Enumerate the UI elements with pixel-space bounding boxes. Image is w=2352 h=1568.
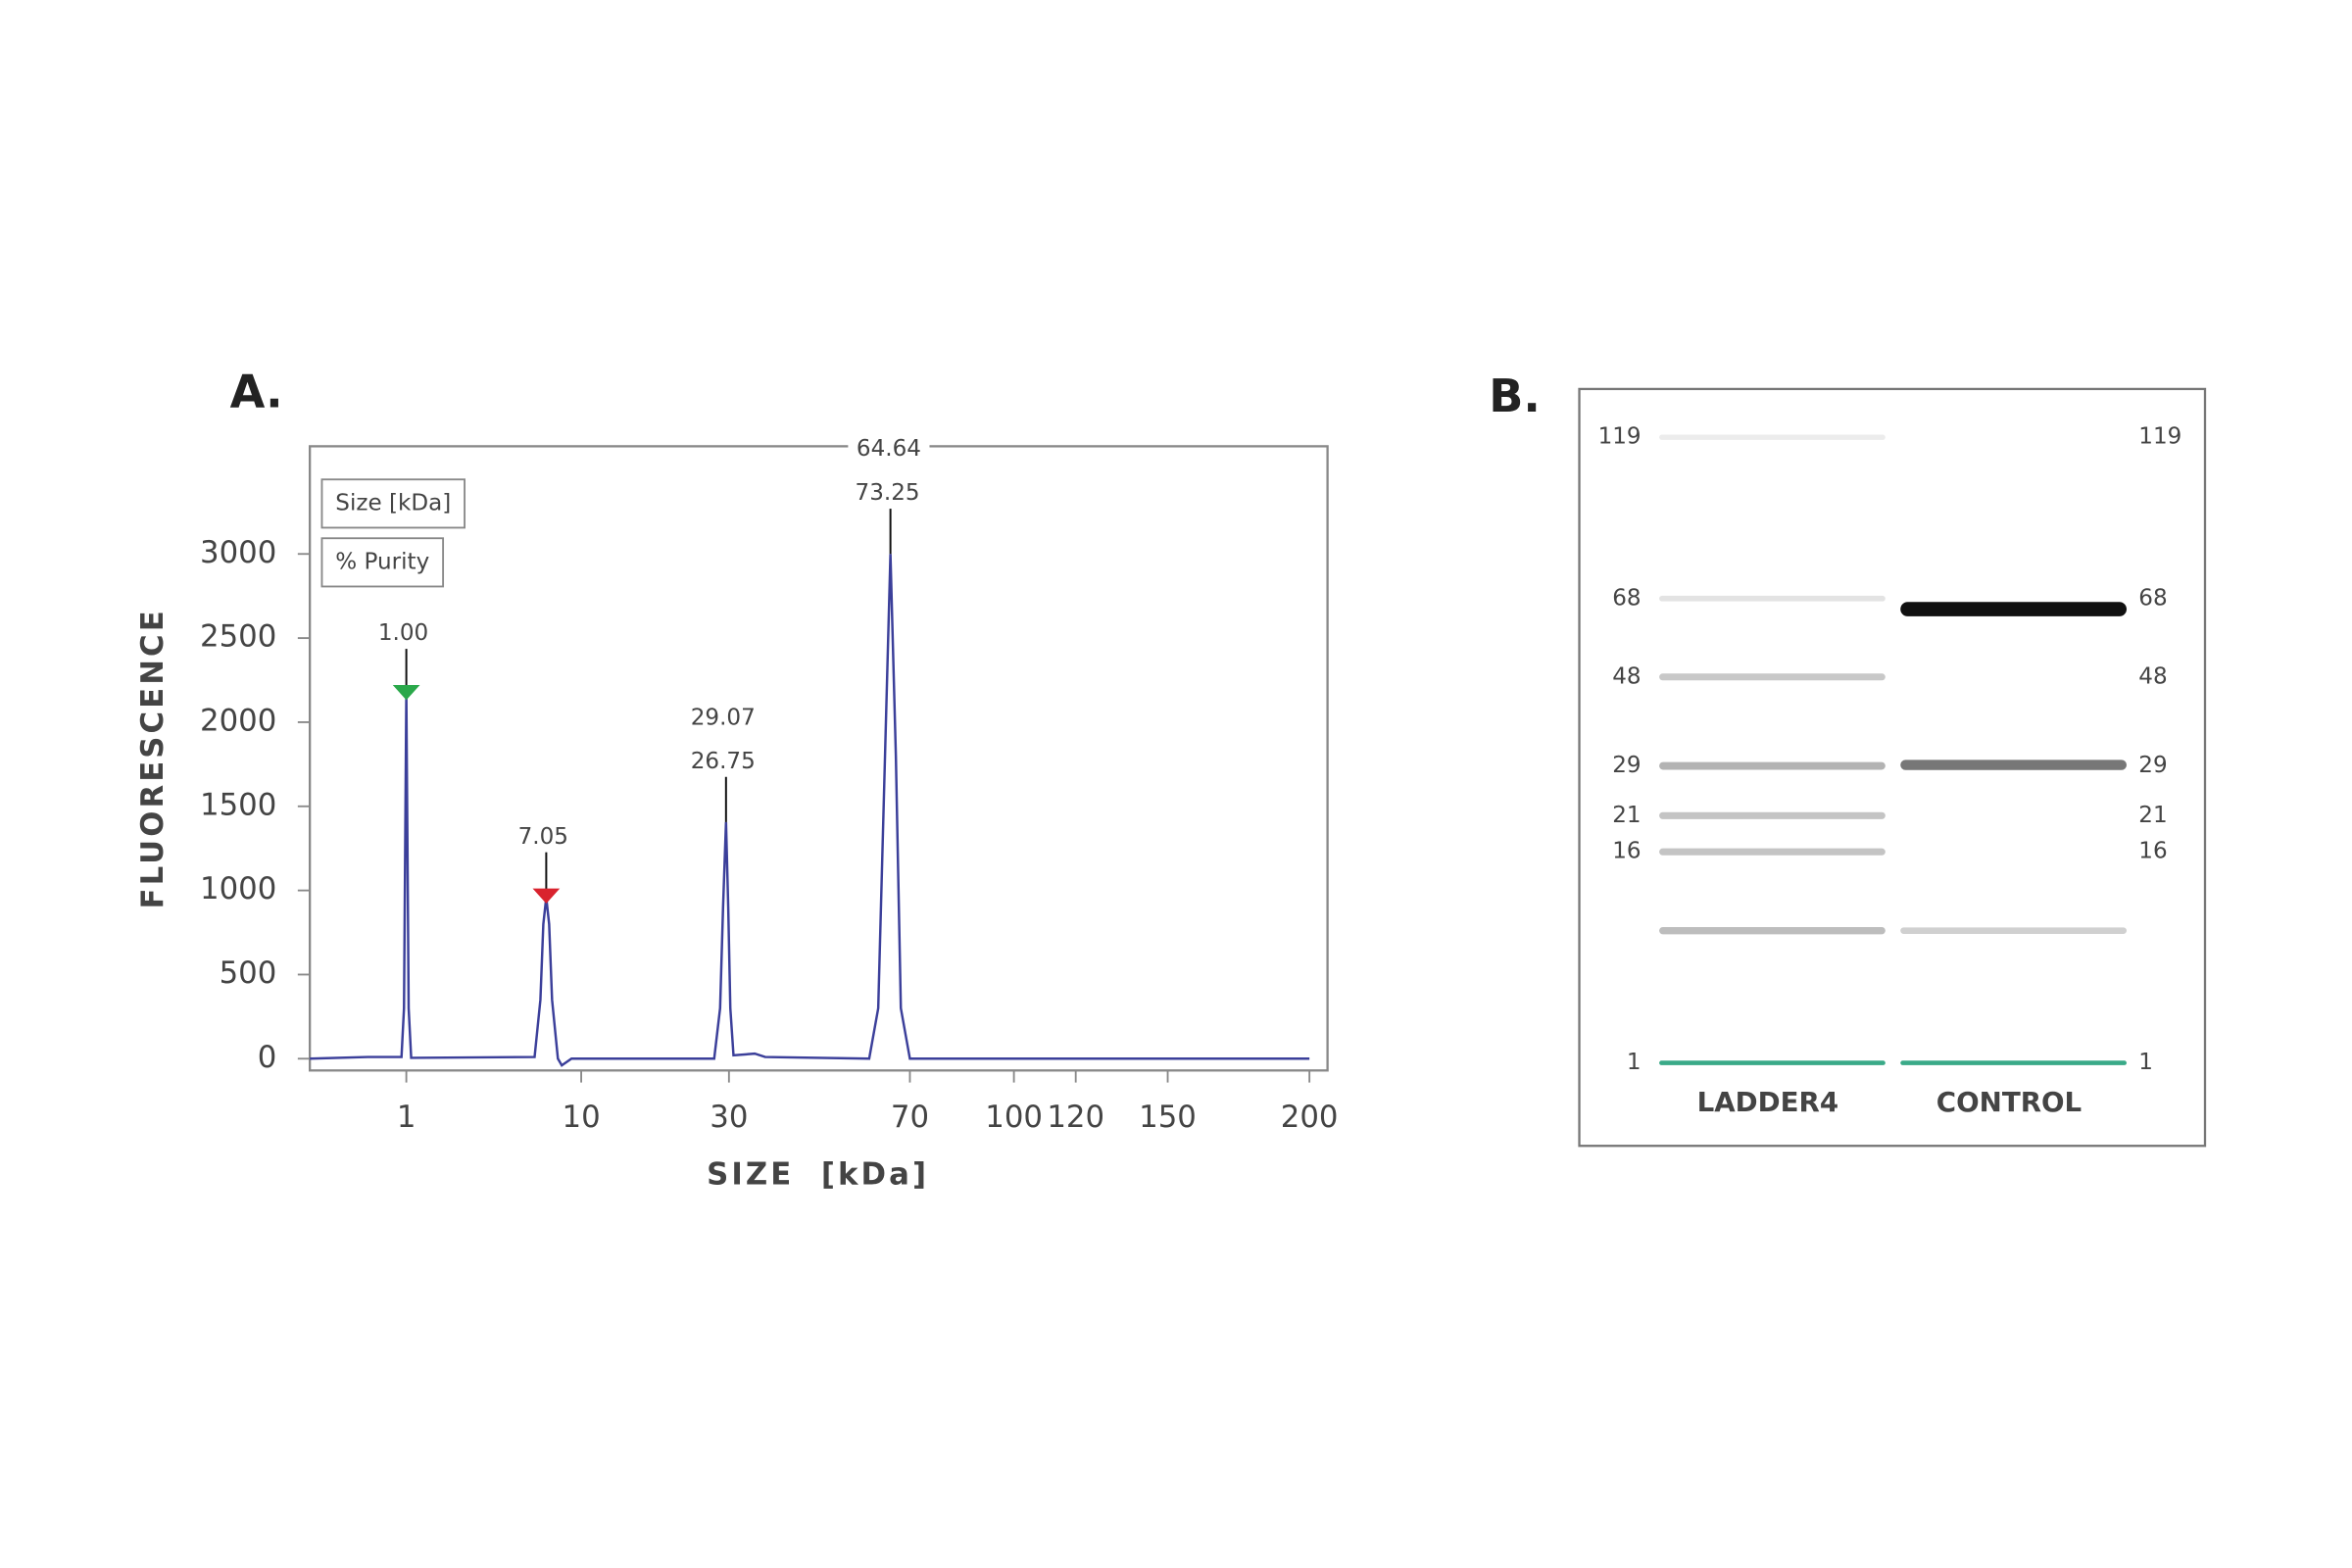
marker-label-left: 1 (1627, 1050, 1642, 1075)
y-tick-label: 2500 (200, 619, 276, 655)
x-tick-label: 100 (985, 1100, 1043, 1135)
y-tick-label: 2000 (200, 703, 276, 738)
lane-name: LADDER4 (1697, 1086, 1839, 1118)
peak-label: 29.07 (691, 705, 756, 730)
y-tick-label: 0 (258, 1040, 277, 1075)
marker-label-right: 119 (2138, 424, 2181, 450)
x-tick-label: 150 (1139, 1100, 1197, 1135)
marker-label-left: 119 (1598, 424, 1642, 450)
gel-band (1659, 848, 1886, 856)
gel-band (1659, 761, 1886, 770)
legend-entry: Size [kDa] (335, 490, 451, 515)
marker-label-left: 21 (1612, 803, 1641, 828)
marker-label-right: 68 (2138, 585, 2167, 611)
marker-label-left: 68 (1612, 585, 1641, 611)
y-tick-label: 1000 (200, 871, 276, 906)
gel-band (1659, 434, 1886, 440)
peak-label: 26.75 (691, 749, 756, 774)
x-axis-label: SIZE [kDa] (707, 1156, 929, 1192)
x-tick-label: 30 (710, 1100, 748, 1135)
x-tick-label: 70 (891, 1100, 929, 1135)
peak-label: 73.25 (856, 480, 920, 506)
marker-label-left: 48 (1612, 663, 1641, 689)
gel-band (1900, 760, 2127, 770)
x-tick-label: 120 (1047, 1100, 1104, 1135)
peak-label: 1.00 (378, 620, 428, 646)
legend-box (320, 537, 445, 588)
gel-band (1659, 926, 1886, 935)
gel-band (1900, 602, 2127, 616)
plot-frame (308, 445, 1329, 1072)
peak-label: 7.05 (518, 824, 568, 850)
marker-label-right: 29 (2138, 753, 2167, 778)
x-tick-label: 10 (563, 1100, 601, 1135)
top-label: 64.64 (857, 436, 921, 462)
marker-label-right: 48 (2138, 663, 2167, 689)
lane-name: CONTROL (1936, 1086, 2082, 1118)
peak-marker (532, 888, 561, 904)
panel-label: B. (1489, 369, 1541, 422)
y-tick-label: 500 (220, 956, 277, 991)
gel-band (1659, 811, 1886, 819)
marker-label-right: 16 (2138, 839, 2167, 864)
gel-band (1659, 1060, 1886, 1065)
marker-label-right: 21 (2138, 803, 2167, 828)
gel-band (1900, 927, 2127, 934)
x-tick-label: 200 (1281, 1100, 1339, 1135)
marker-label-left: 29 (1612, 753, 1641, 778)
y-tick-label: 3000 (200, 535, 276, 570)
peak-marker (392, 685, 420, 701)
y-tick-label: 1500 (200, 787, 276, 822)
panel-label: A. (230, 366, 283, 418)
marker-label-right: 1 (2138, 1050, 2153, 1075)
top-label-background (848, 434, 930, 462)
gel-band (1659, 673, 1886, 681)
x-tick-label: 1 (397, 1100, 416, 1135)
gel-band (1900, 1060, 2127, 1065)
trace (310, 554, 1310, 1067)
y-axis-label: FLUORESCENCE (135, 608, 171, 908)
marker-label-left: 16 (1612, 839, 1641, 864)
legend-box (320, 478, 466, 529)
legend-entry: % Purity (335, 549, 429, 574)
gel-band (1659, 595, 1886, 602)
